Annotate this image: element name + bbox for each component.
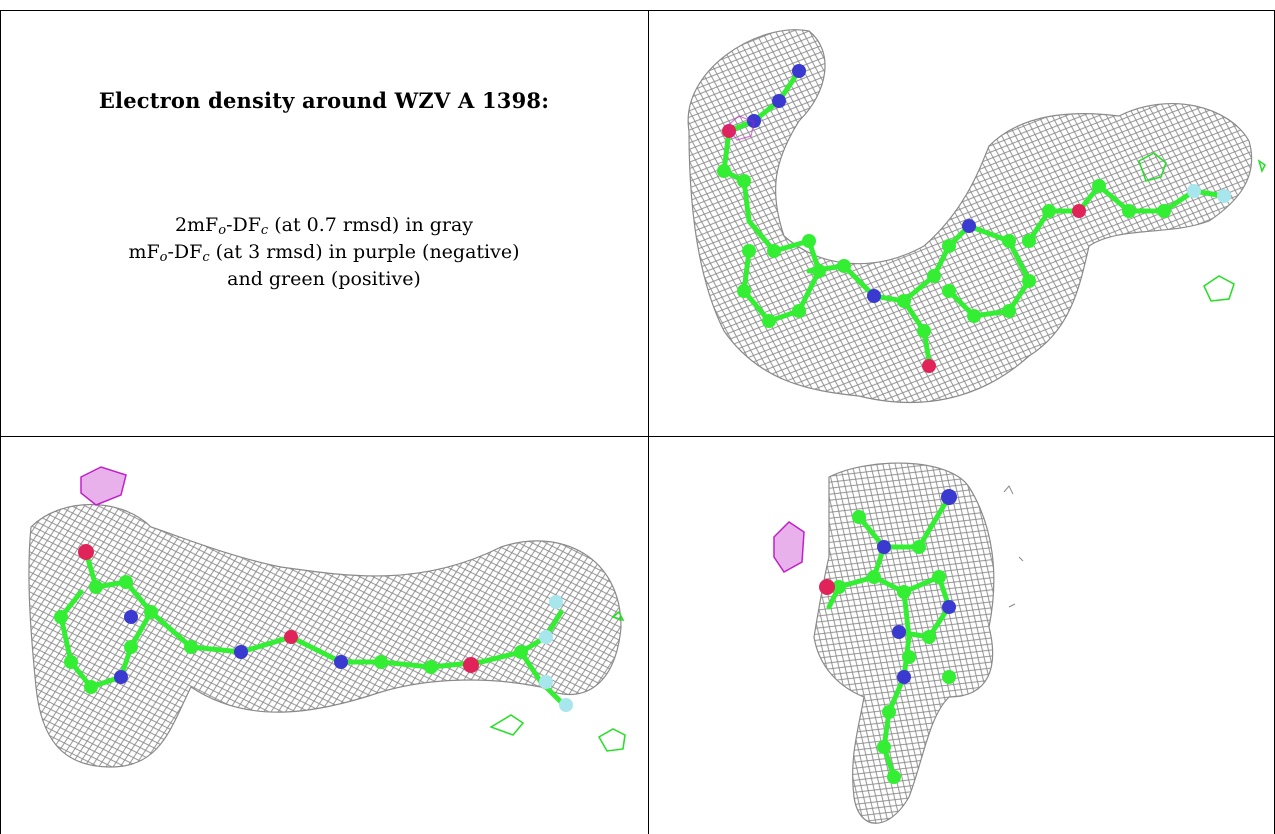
caption-cell: Electron density around WZV A 1398: 2mFo… bbox=[0, 0, 648, 436]
density-view-bottom-left bbox=[1, 437, 648, 834]
positive-density-blobs bbox=[1138, 152, 1266, 302]
border-middle-horizontal bbox=[0, 436, 1275, 437]
gray-density-fragments bbox=[1003, 485, 1024, 608]
positive-density-blobs bbox=[489, 610, 626, 752]
caption-description: 2mFo-DFc (at 0.7 rmsd) in gray mFo-DFc (… bbox=[0, 212, 648, 293]
gray-density-mesh bbox=[813, 462, 995, 824]
caption-title: Electron density around WZV A 1398: bbox=[98, 88, 550, 113]
ligand-atoms bbox=[54, 544, 573, 712]
density-view-bottom-right-graphic bbox=[773, 462, 1024, 824]
density-view-bottom-left-graphic bbox=[28, 466, 626, 768]
caption-line-colors: and green (positive) bbox=[227, 268, 421, 290]
border-top bbox=[0, 10, 1275, 11]
density-view-top-right bbox=[649, 11, 1274, 436]
caption-line-2mfo-dfc: 2mFo-DFc (at 0.7 rmsd) in gray bbox=[174, 214, 474, 238]
border-middle-vertical bbox=[648, 10, 649, 834]
ligand-atoms bbox=[819, 489, 957, 784]
negative-density-blob bbox=[773, 521, 805, 573]
border-left bbox=[0, 10, 1, 834]
caption-line-mfo-dfc: mFo-DFc (at 3 rmsd) in purple (negative) bbox=[128, 241, 520, 265]
gray-density-mesh bbox=[28, 504, 622, 768]
density-view-top-right-graphic bbox=[687, 29, 1266, 404]
gray-density-mesh bbox=[687, 29, 1253, 404]
density-view-bottom-right bbox=[649, 437, 1274, 834]
negative-density-blobs bbox=[726, 115, 755, 141]
negative-density-blob bbox=[80, 466, 127, 506]
